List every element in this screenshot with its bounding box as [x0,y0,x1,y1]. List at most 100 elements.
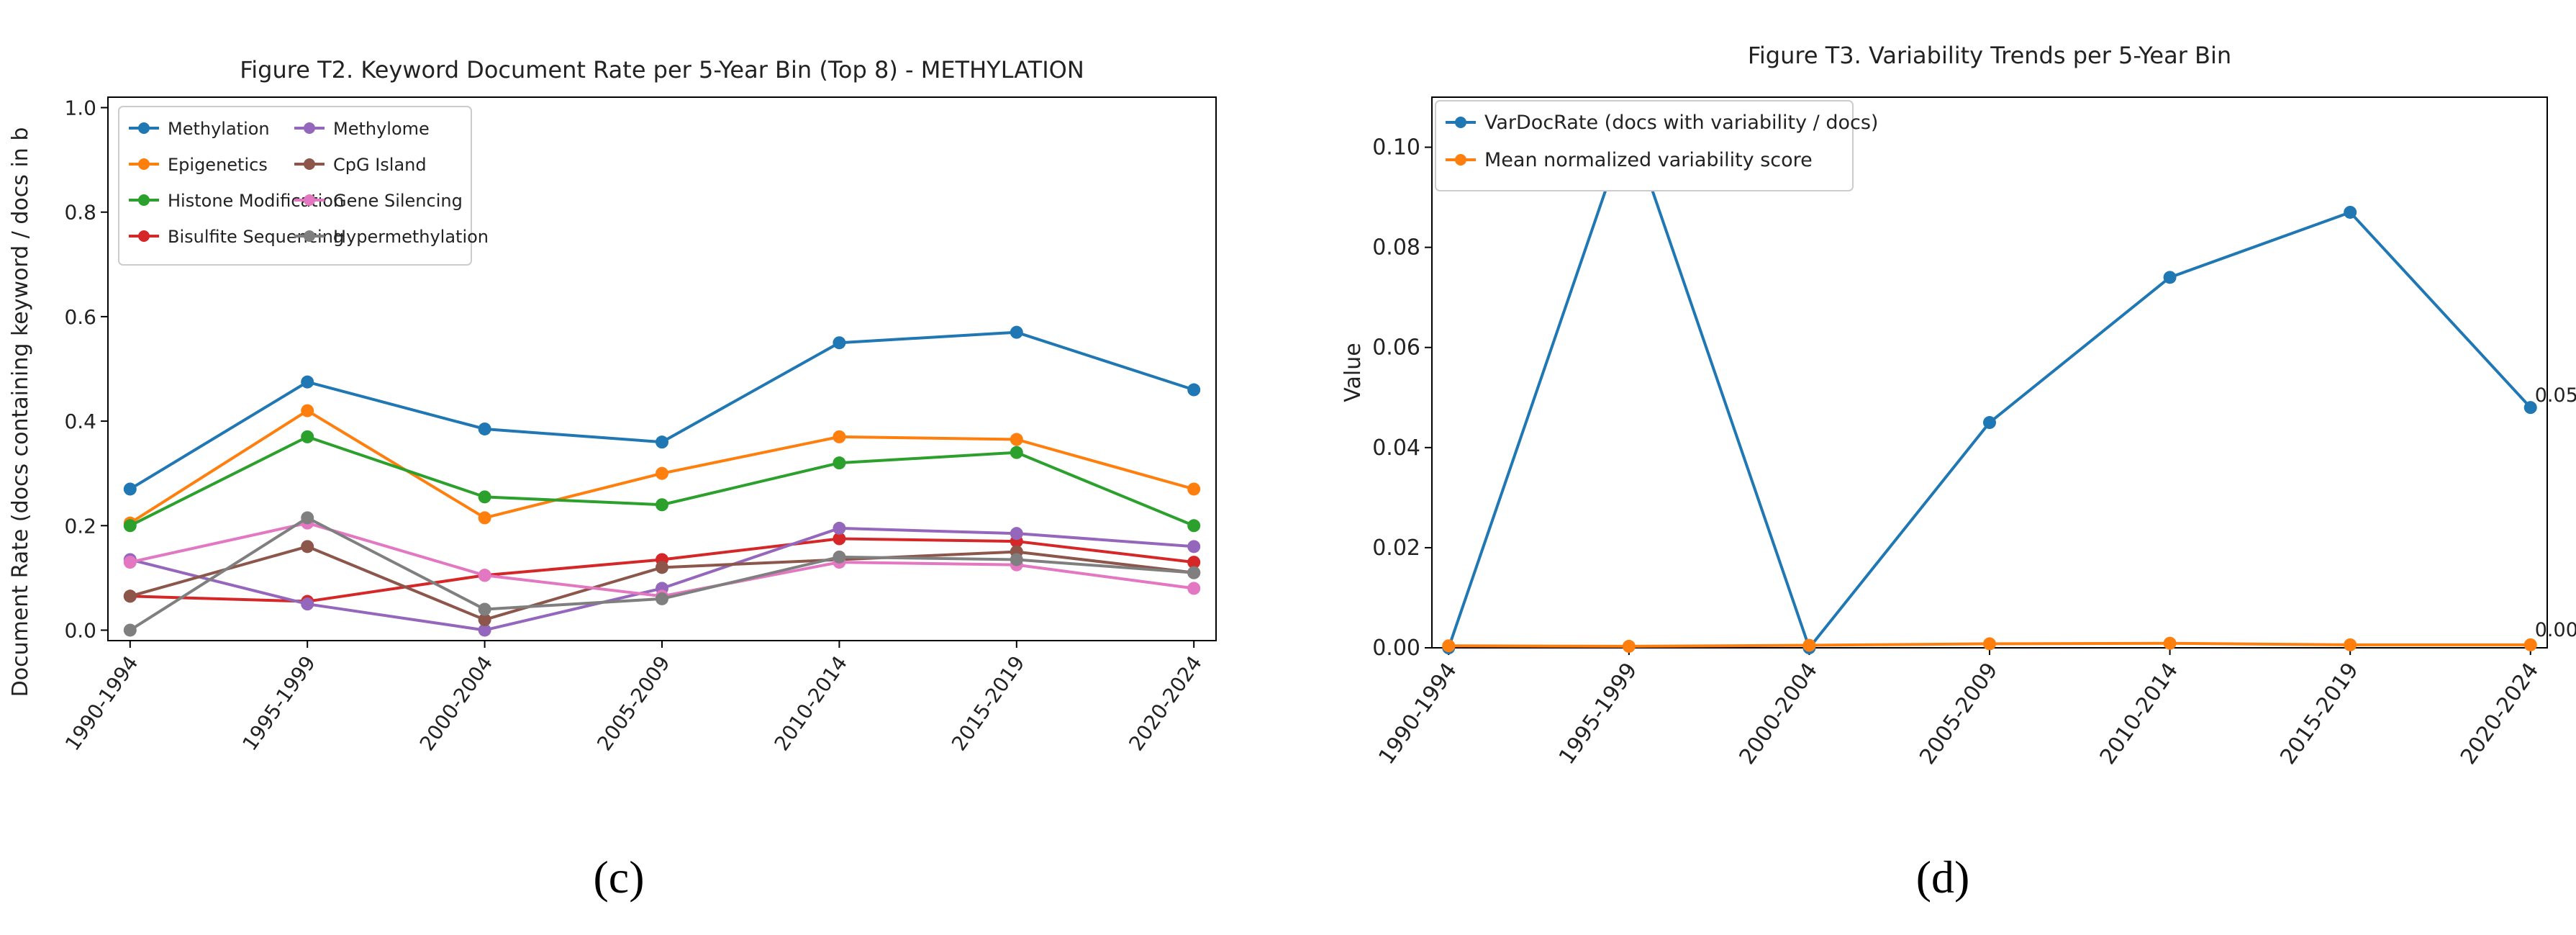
legend: VarDocRate (docs with variability / docs… [1435,100,1878,191]
y-tick-label: 0.8 [64,201,96,225]
data-point [833,456,846,470]
data-point [1010,527,1023,541]
series-histone-modification [123,430,1201,533]
legend-swatch-marker [138,230,150,242]
legend-label: Hypermethylation [333,227,489,247]
data-point [2523,638,2537,651]
chart-title: Figure T2. Keyword Document Rate per 5-Y… [240,56,1084,83]
data-point [2523,401,2537,415]
legend-swatch-marker [138,158,150,170]
data-point [1010,553,1023,566]
y-axis-label: Value [1341,343,1366,402]
x-tick-label: 1995-1999 [1554,659,1642,769]
panel-caption: (d) [1916,852,1970,903]
legend-swatch-marker [304,230,315,242]
legend-swatch-marker [138,122,150,134]
data-point [301,375,314,389]
data-point [1187,383,1201,397]
data-point [2344,638,2357,651]
data-point [123,482,137,496]
legend-swatch-marker [304,194,315,206]
series-mean-normalized-variability-score [1442,636,2537,653]
data-point [123,590,137,603]
data-point [2163,271,2177,284]
chart-variability-trends: Figure T3. Variability Trends per 5-Year… [1341,42,2576,769]
data-point [301,540,314,554]
data-point [2163,636,2177,650]
x-tick-label: 2010-2014 [2095,659,2183,769]
legend-item-epigenetics: Epigenetics [129,155,268,175]
data-point [478,602,491,616]
legend-label: VarDocRate (docs with variability / docs… [1484,112,1878,134]
legend-item-vardocrate-docs-with-variability-docs: VarDocRate (docs with variability / docs… [1446,112,1878,134]
series-line [129,330,1194,491]
y-axis-label: Document Rate (docs containing keyword /… [8,127,33,697]
data-point [656,561,668,574]
data-point [1802,638,1816,652]
legend-box [1435,100,1854,191]
y-tick-label: 0.06 [1372,335,1420,361]
data-point [1187,566,1201,579]
data-point [1983,416,1996,430]
data-annotation: 0.0006 [2535,619,2576,641]
x-tick-label: 2000-2004 [1735,659,1823,769]
data-point [833,336,846,350]
legend-item-mean-normalized-variability-score: Mean normalized variability score [1446,149,1813,171]
data-point [656,466,668,480]
data-point [1187,540,1201,554]
series-methylome [123,521,1201,637]
y-tick-label: 0.2 [64,514,96,538]
data-point [478,422,491,435]
legend-swatch-marker [304,122,315,134]
legend-item-methylation: Methylation [129,119,270,139]
series-vardocrate-docs-with-variability-docs [1442,115,2537,654]
series-line [129,435,1194,528]
legend-item-hypermethylation: Hypermethylation [294,227,489,247]
data-point [301,597,314,611]
y-tick-label: 0.0 [64,618,96,642]
chart-title: Figure T3. Variability Trends per 5-Year… [1748,42,2231,69]
legend-item-cpg-island: CpG Island [294,155,427,175]
x-tick-label: 2020-2024 [2456,659,2544,769]
data-point [1010,446,1023,459]
x-tick-label: 2015-2019 [947,651,1030,755]
x-tick-label: 2020-2024 [1124,651,1207,755]
data-point [123,623,137,637]
series-hypermethylation [123,511,1201,637]
series-methylation [123,325,1201,496]
data-point [1187,556,1201,569]
data-point [123,519,137,533]
legend-item-methylome: Methylome [294,119,430,139]
data-point [656,435,668,449]
data-point [478,623,491,637]
x-tick-label: 2015-2019 [2275,659,2363,769]
data-point [656,592,668,605]
data-point [123,556,137,569]
x-tick-label: 1990-1994 [1374,659,1461,769]
data-point [833,532,846,546]
data-point [478,490,491,504]
legend-label: Epigenetics [168,155,268,175]
data-point [301,404,314,417]
series-epigenetics [123,404,1201,530]
data-point [833,521,846,535]
data-point [301,511,314,525]
x-tick-label: 1995-1999 [237,651,320,755]
data-point [1187,582,1201,595]
legend-item-gene-silencing: Gene Silencing [294,191,463,211]
data-point [1442,639,1456,653]
data-point [478,613,491,626]
x-tick-label: 2005-2009 [592,651,675,755]
legend-label: Gene Silencing [333,191,463,211]
y-tick-label: 0.08 [1372,235,1420,261]
x-tick-label: 2005-2009 [1915,659,2003,769]
legend-box [118,106,472,266]
legend-label: CpG Island [333,155,427,175]
panel-caption: (c) [593,852,644,903]
legend-label: Methylation [168,119,270,139]
y-tick-label: 0.6 [64,305,96,329]
chart-keyword-document-rate: Figure T2. Keyword Document Rate per 5-Y… [8,56,1217,755]
series-line [1447,120,2532,649]
